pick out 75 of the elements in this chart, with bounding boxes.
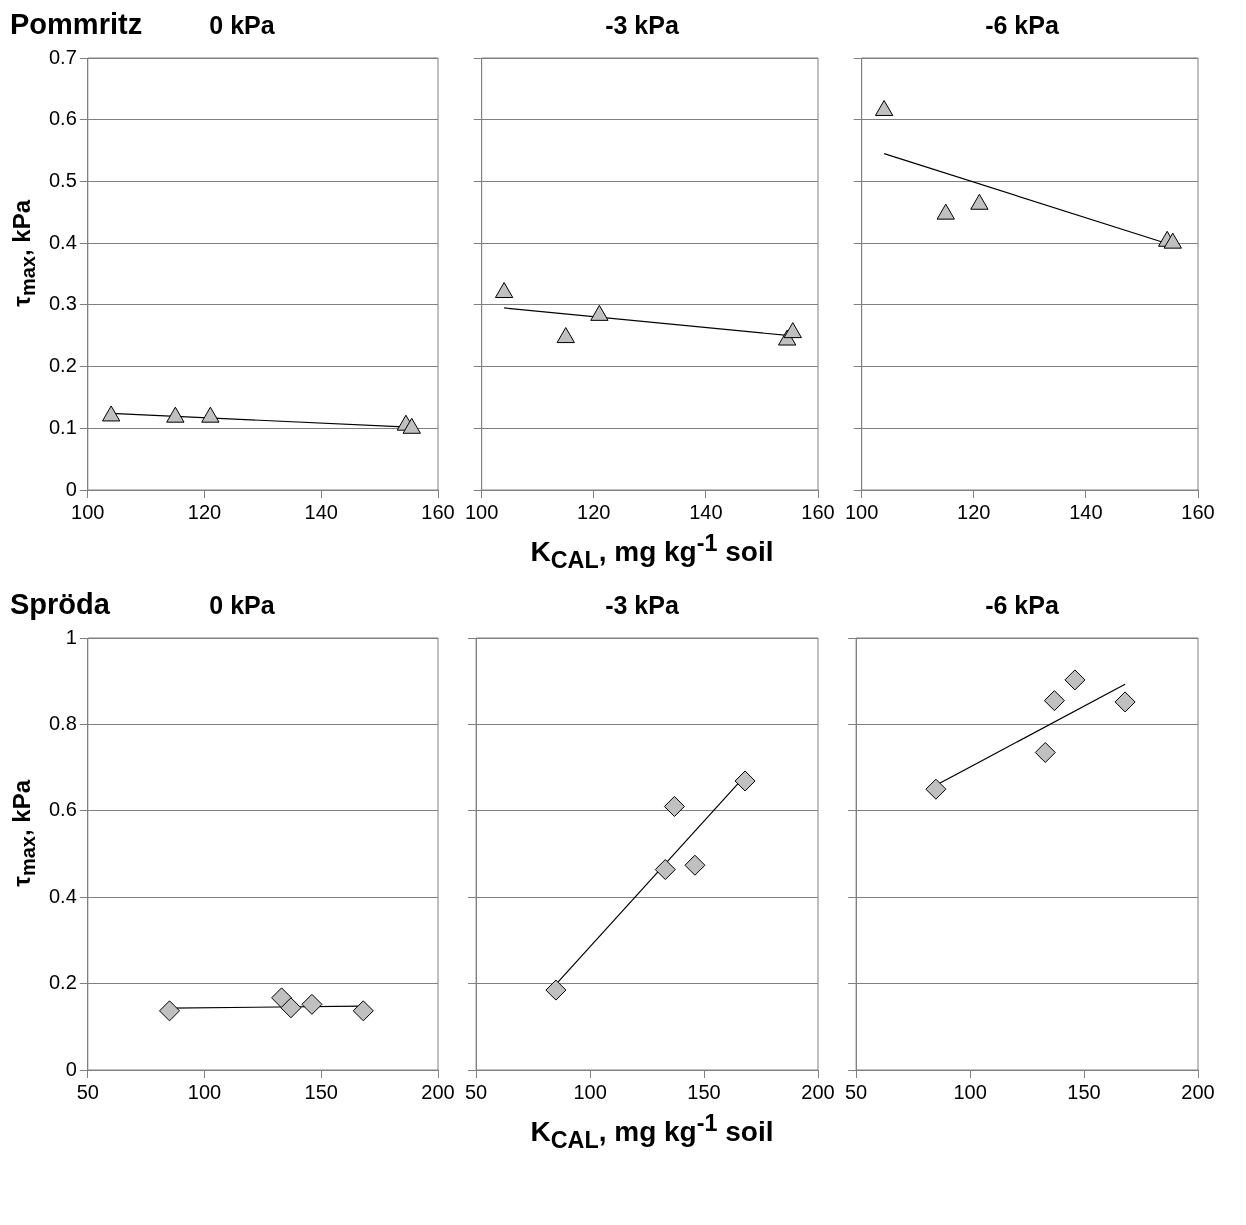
x-tick-label: 160 — [1181, 500, 1215, 523]
point — [280, 997, 302, 1019]
point — [301, 993, 323, 1015]
y-tick-label: 0.6 — [48, 107, 77, 130]
point — [1064, 669, 1086, 691]
x-tick-label: 150 — [1067, 1080, 1101, 1103]
y-tick-label: 0.1 — [48, 415, 77, 438]
y-tick-label: 0.2 — [48, 971, 77, 994]
point — [159, 1000, 181, 1022]
point — [1114, 691, 1136, 713]
point — [1034, 741, 1056, 763]
chart-title: -3 kPa — [605, 10, 680, 39]
point — [201, 406, 220, 423]
point — [874, 99, 894, 116]
x-tick-label: 100 — [573, 1080, 607, 1103]
x-tick-label: 50 — [845, 1080, 868, 1103]
x-tick-label: 150 — [687, 1080, 721, 1103]
y-tick-label: 0.2 — [48, 354, 77, 377]
y-tick-label: 0.5 — [48, 168, 77, 191]
x-tick-label: 200 — [801, 1080, 835, 1103]
y-tick-label: 0.4 — [48, 230, 77, 253]
x-tick-label: 100 — [187, 1080, 222, 1103]
x-tick-label: 140 — [304, 500, 338, 523]
point — [684, 854, 706, 876]
point — [101, 405, 121, 422]
x-tick-label: 50 — [76, 1080, 99, 1103]
x-tick-label: 100 — [845, 500, 879, 523]
point — [783, 322, 802, 339]
x-tick-label: 200 — [1181, 1080, 1215, 1103]
x-tick-label: 100 — [71, 500, 105, 523]
chart-title: -6 kPa — [985, 590, 1060, 619]
x-tick-label: 200 — [421, 1080, 455, 1103]
y-tick-label: 0 — [65, 1057, 77, 1080]
point — [271, 987, 293, 1009]
y-tick-label: 0.8 — [48, 711, 77, 734]
point — [734, 770, 756, 792]
point — [663, 795, 685, 817]
point — [970, 193, 989, 210]
x-tick-label: 120 — [957, 500, 991, 523]
chart-title: 0 kPa — [209, 590, 276, 619]
point — [925, 778, 947, 800]
point — [545, 979, 567, 1001]
x-tick-label: 120 — [187, 500, 222, 523]
x-tick-label: 120 — [577, 500, 611, 523]
point — [166, 406, 185, 423]
chart-title: 0 kPa — [209, 10, 276, 39]
x-tick-label: 160 — [421, 500, 455, 523]
x-tick-label: 100 — [465, 500, 499, 523]
point — [936, 203, 955, 220]
y-tick-label: 0 — [65, 477, 77, 500]
point — [402, 417, 421, 434]
y-tick-label: 0.3 — [48, 292, 77, 315]
x-tick-label: 150 — [304, 1080, 338, 1103]
chart-title: -3 kPa — [605, 590, 680, 619]
x-tick-label: 100 — [953, 1080, 987, 1103]
point — [556, 327, 575, 344]
text: Spröda — [10, 588, 110, 621]
text: Pommritz — [10, 8, 143, 41]
x-axis-title: K$_{CAL}$, mg kg$^{-1}$ soil — [529, 530, 775, 574]
x-axis-title: K$_{CAL}$, mg kg$^{-1}$ soil — [529, 1110, 775, 1154]
x-tick-label: 140 — [689, 500, 723, 523]
point — [1163, 232, 1182, 249]
y-tick-label: 0.4 — [48, 884, 77, 907]
point — [654, 859, 676, 881]
point — [590, 304, 609, 321]
point — [494, 282, 514, 299]
x-tick-label: 140 — [1069, 500, 1103, 523]
y-tick-label: 1 — [65, 625, 77, 648]
x-tick-label: 50 — [465, 1080, 488, 1103]
x-tick-label: 160 — [801, 500, 835, 523]
y-tick-label: 0.6 — [48, 798, 77, 821]
chart-title: -6 kPa — [985, 10, 1060, 39]
point — [1043, 690, 1065, 712]
y-tick-label: 0.7 — [48, 45, 77, 68]
point — [352, 1000, 374, 1022]
